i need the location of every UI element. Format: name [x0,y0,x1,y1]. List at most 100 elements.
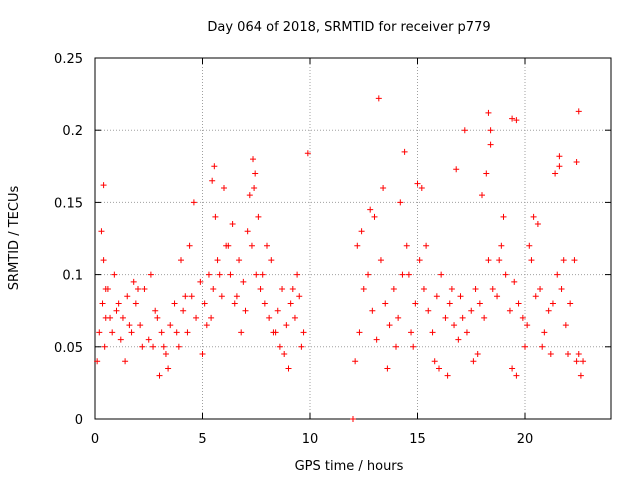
data-point [459,314,466,321]
data-point [519,314,526,321]
data-point [214,257,221,264]
x-tick-label: 15 [409,432,426,447]
data-point [139,343,146,350]
data-point [446,300,453,307]
data-point [255,213,262,220]
data-point [350,416,356,422]
data-point [410,343,417,350]
data-point [438,271,445,278]
data-point [193,314,200,321]
data-point [279,286,286,293]
y-tick-label: 0.15 [54,196,83,211]
data-point [197,278,204,285]
data-point [272,329,279,336]
data-point [549,300,556,307]
data-point [509,115,516,122]
data-point [150,343,157,350]
data-point [575,108,582,115]
data-point [231,300,238,307]
data-point [130,278,137,285]
y-tick-label: 0.1 [62,269,83,284]
data-point [522,343,528,350]
data-point [225,242,232,249]
data-point [158,329,165,336]
data-point [100,257,107,264]
data-point [296,293,303,300]
data-point [485,109,492,116]
data-point [211,163,218,170]
data-point [470,358,477,365]
data-point [358,228,365,235]
x-tick-label: 20 [517,432,534,447]
data-point [474,351,481,358]
data-point [384,365,391,372]
data-point [373,336,380,343]
data-point [369,307,376,314]
data-point [205,271,212,278]
data-point [268,257,275,264]
data-point [109,329,116,336]
data-point [532,293,539,300]
data-point [431,358,438,365]
data-point [107,314,114,321]
data-point [182,293,189,300]
data-point [145,336,152,343]
data-point [137,322,144,329]
data-point [382,300,389,307]
data-point [257,286,264,293]
data-point [360,286,367,293]
data-point [356,329,363,336]
data-point [242,307,249,314]
data-point [451,322,458,329]
data-point [395,314,402,321]
data-point [147,271,154,278]
data-point [135,286,141,293]
data-point [530,213,537,220]
data-point [433,293,440,300]
data-point [476,300,483,307]
data-point [500,213,507,220]
data-point [210,286,217,293]
data-point [511,278,518,285]
data-point [274,307,281,314]
data-point [575,351,582,358]
data-point [298,343,305,350]
tick-layer: 0 5 10 15 20 0 0.05 0.1 0.15 0.2 0.25 [54,52,611,447]
data-point [397,199,404,206]
data-point [212,213,219,220]
data-point [154,314,161,321]
data-point [251,184,258,191]
data-point [304,150,311,157]
data-point [289,286,296,293]
data-point [479,192,485,199]
data-point [99,300,106,307]
points-layer [94,95,587,422]
data-point [498,242,505,249]
data-point [541,329,548,336]
data-point [573,158,580,165]
data-point [248,242,255,249]
data-point [489,286,496,293]
data-point [184,329,191,336]
data-point [227,271,234,278]
data-point [276,343,283,350]
data-point [354,242,361,249]
data-point [252,170,259,177]
data-point [442,314,449,321]
data-point [365,271,372,278]
data-point [229,221,236,228]
data-point [101,343,108,350]
y-tick-label: 0.25 [54,52,83,67]
data-point [113,307,120,314]
data-point [375,95,382,102]
data-point [528,257,535,264]
data-point [165,365,172,372]
data-point [175,343,182,350]
data-point [412,300,419,307]
data-point [487,141,494,148]
data-point [240,278,247,285]
y-axis-label: SRMTID / TECUs [7,186,22,291]
data-point [111,271,118,278]
data-point [283,322,290,329]
